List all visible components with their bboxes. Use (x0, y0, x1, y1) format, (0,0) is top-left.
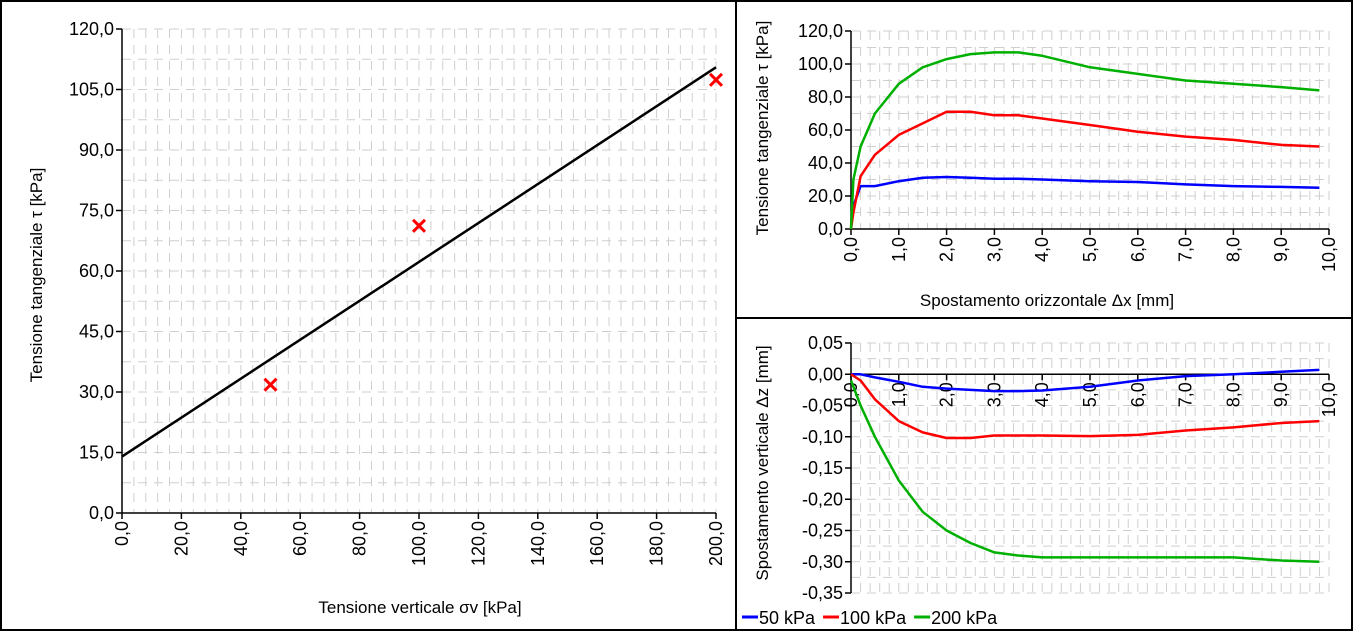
chart2-xlabel: Spostamento orizzontale Δx [mm] (920, 291, 1174, 310)
chart1-xlabel: Tensione verticale σv [kPa] (318, 598, 521, 617)
y-tick-label: -0,05 (802, 396, 843, 416)
chart3-ylabel: Spostamento verticale Δz [mm] (753, 345, 772, 580)
x-tick-label: 10,0 (1319, 382, 1339, 417)
x-tick-label: 200,0 (706, 521, 726, 566)
y-tick-label: 80,0 (808, 87, 843, 107)
y-tick-label: 20,0 (808, 186, 843, 206)
y-tick-label: 105,0 (69, 80, 114, 100)
y-tick-label: 120,0 (798, 21, 843, 41)
legend: 50 kPa 100 kPa 200 kPa (742, 608, 998, 628)
y-tick-label: 0,05 (808, 333, 843, 353)
y-tick-label: -0,25 (802, 521, 843, 541)
y-tick-label: -0,10 (802, 427, 843, 447)
y-tick-label: 75,0 (79, 201, 114, 221)
x-tick-label: 8,0 (1223, 382, 1243, 407)
x-tick-label: 7,0 (1176, 237, 1196, 262)
y-tick-label: 120,0 (69, 19, 114, 39)
x-tick-label: 60,0 (290, 521, 310, 556)
x-tick-label: 0,0 (112, 521, 132, 546)
x-tick-label: 0,0 (841, 237, 861, 262)
x-tick-label: 9,0 (1271, 237, 1291, 262)
x-tick-label: 40,0 (231, 521, 251, 556)
x-tick-label: 160,0 (587, 521, 607, 566)
x-tick-label: 1,0 (889, 382, 909, 407)
x-tick-label: 2,0 (937, 382, 957, 407)
x-tick-label: 3,0 (984, 237, 1004, 262)
y-tick-label: 0,00 (808, 364, 843, 384)
y-tick-label: 0,0 (818, 219, 843, 239)
x-tick-label: 8,0 (1223, 237, 1243, 262)
legend-label: 100 kPa (840, 608, 907, 628)
y-tick-label: 30,0 (79, 382, 114, 402)
x-tick-label: 140,0 (528, 521, 548, 566)
y-tick-label: -0,15 (802, 458, 843, 478)
y-tick-label: -0,35 (802, 583, 843, 603)
y-tick-label: 60,0 (79, 261, 114, 281)
x-tick-label: 20,0 (171, 521, 191, 556)
x-tick-label: 120,0 (468, 521, 488, 566)
legend-label: 50 kPa (759, 608, 816, 628)
x-tick-label: 9,0 (1271, 382, 1291, 407)
y-tick-label: 90,0 (79, 140, 114, 160)
x-tick-label: 80,0 (350, 521, 370, 556)
x-tick-label: 4,0 (1032, 382, 1052, 407)
y-tick-label: 100,0 (798, 54, 843, 74)
chart1-ylabel: Tensione tangenziale τ [kPa] (27, 168, 46, 383)
x-tick-label: 7,0 (1176, 382, 1196, 407)
x-tick-label: 4,0 (1032, 237, 1052, 262)
legend-label: 200 kPa (931, 608, 998, 628)
x-tick-label: 10,0 (1319, 237, 1339, 272)
x-tick-label: 6,0 (1128, 237, 1148, 262)
y-tick-label: -0,30 (802, 552, 843, 572)
y-tick-label: 45,0 (79, 322, 114, 342)
x-tick-label: 1,0 (889, 237, 909, 262)
y-tick-label: 0,0 (89, 503, 114, 523)
x-tick-label: 2,0 (937, 237, 957, 262)
y-tick-label: 40,0 (808, 153, 843, 173)
x-tick-label: 5,0 (1080, 237, 1100, 262)
x-tick-label: 0,0 (841, 382, 861, 407)
y-tick-label: 15,0 (79, 443, 114, 463)
y-tick-label: -0,20 (802, 489, 843, 509)
x-tick-label: 3,0 (984, 382, 1004, 407)
y-tick-label: 60,0 (808, 120, 843, 140)
x-tick-label: 180,0 (647, 521, 667, 566)
x-tick-label: 6,0 (1128, 382, 1148, 407)
x-tick-label: 100,0 (409, 521, 429, 566)
chart2-ylabel: Tensione tangenziale τ [kPa] (753, 21, 772, 236)
